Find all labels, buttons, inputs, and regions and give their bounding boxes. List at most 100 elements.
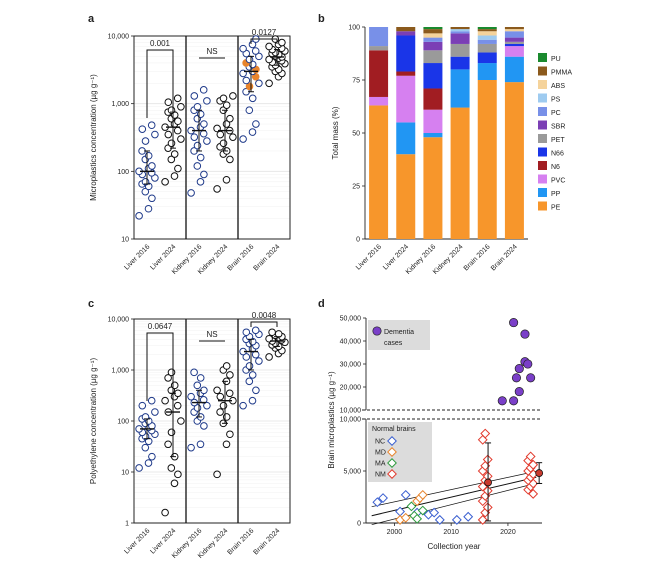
y-tick-label-b-3: 75 (352, 78, 360, 85)
legend-marker-normal-md (387, 447, 397, 457)
data-point-a-2 (200, 170, 208, 179)
data-point-a-3 (229, 92, 237, 100)
y-tick-label-d-upper-2: 30,000 (340, 362, 362, 369)
bar-segment-n66-2 (423, 63, 443, 89)
data-point-dementia (514, 364, 524, 374)
bar-segment-sbr-1 (396, 31, 416, 36)
y-tick-label-c-3: 1,000 (111, 368, 129, 375)
data-point-c-3 (226, 430, 234, 439)
data-point-c-1 (164, 374, 172, 382)
bar-segment-pe-3 (450, 107, 470, 239)
data-point-c-2 (190, 368, 198, 377)
y-tick-label-d-lower-0: 0 (357, 521, 361, 528)
mean-marker-1 (535, 469, 544, 477)
data-point-c-4 (242, 328, 251, 337)
data-point-a-2 (187, 189, 195, 197)
data-point-a-0 (135, 212, 143, 220)
x-tick-label-a-0: Liver 2016 (123, 243, 151, 271)
data-point-normal-md (400, 512, 411, 523)
data-point-c-3 (219, 401, 228, 410)
bar-segment-n66-5 (504, 43, 524, 47)
legend-label-normal-md: MD (375, 450, 386, 457)
data-point-c-1 (167, 368, 176, 377)
x-tick-label-c-0: Liver 2016 (123, 527, 151, 555)
legend-label-normal-nc: NC (375, 439, 385, 446)
bar-segment-abs-2 (423, 33, 443, 38)
data-point-a-3 (229, 133, 237, 141)
panel-letter-c: c (88, 298, 94, 310)
bar-segment-pp-5 (504, 56, 524, 83)
data-point-c-4 (245, 377, 254, 386)
data-point-a-4 (248, 128, 257, 136)
data-point-c-1 (170, 479, 179, 488)
data-point-a-3 (226, 114, 234, 123)
y-tick-label-b-1: 25 (352, 184, 360, 191)
x-tick-label-d-1: 2010 (443, 529, 459, 536)
data-point-a-2 (190, 133, 199, 141)
legend-marker-normal-nm (387, 469, 397, 479)
data-point-c-1 (167, 428, 176, 437)
data-point-a-1 (174, 117, 182, 126)
y-tick-label-b-2: 50 (352, 131, 360, 138)
significance-label-c-0: 0.0647 (148, 322, 173, 331)
data-point-a-0 (148, 194, 156, 203)
legend-swatch-abs (538, 80, 547, 89)
data-point-a-1 (164, 98, 173, 107)
data-point-a-1 (174, 164, 182, 173)
data-point-normal-nc (372, 497, 383, 508)
data-point-a-2 (199, 129, 208, 138)
data-point-c-2 (193, 381, 202, 390)
data-point-a-2 (193, 162, 202, 170)
legend-label-n6: N6 (551, 164, 560, 171)
data-point-c-5 (265, 353, 273, 361)
bar-segment-pmma-1 (396, 27, 416, 32)
legend-swatch-n6 (538, 161, 547, 170)
data-point-dementia (497, 396, 507, 406)
data-point-c-4 (245, 362, 254, 370)
data-point-a-0 (151, 130, 159, 139)
bar-segment-pp-4 (477, 63, 497, 80)
data-point-c-2 (200, 422, 208, 430)
bar-segment-n66-3 (450, 56, 470, 70)
data-point-a-1 (167, 139, 176, 148)
legend-label-dementia-2: cases (384, 340, 403, 347)
bar-segment-pet-2 (423, 50, 443, 64)
data-point-a-3 (222, 101, 231, 109)
bar-segment-abs-5 (504, 29, 524, 32)
data-point-a-0 (141, 137, 150, 145)
data-point-a-5 (265, 55, 273, 64)
y-tick-label-c-2: 100 (117, 419, 129, 426)
bar-segment-pe-5 (504, 82, 524, 240)
data-point-a-3 (219, 139, 228, 148)
y-tick-label-d-upper-0: 10,000 (340, 408, 362, 415)
legend-label-pu: PU (551, 56, 561, 63)
data-point-a-5 (265, 79, 273, 88)
data-point-a-3 (226, 155, 234, 164)
data-point-a-4 (242, 76, 251, 85)
data-point-c-3 (222, 440, 231, 449)
data-point-normal-nc (378, 493, 388, 503)
data-point-c-4 (239, 401, 247, 410)
data-point-c-0 (138, 401, 147, 410)
data-point-a-4 (248, 94, 257, 103)
bar-segment-pp-1 (396, 122, 416, 155)
legend-box-normal (368, 422, 432, 482)
legend-label-pe: PE (551, 205, 561, 212)
data-point-dementia (514, 387, 524, 397)
data-point-a-5 (265, 42, 273, 51)
data-point-a-2 (193, 141, 202, 150)
data-point-a-3 (213, 185, 221, 193)
data-point-a-2 (203, 137, 211, 145)
data-point-normal-nc (395, 506, 406, 517)
data-point-c-4 (252, 386, 260, 395)
bar-segment-pe-0 (369, 105, 389, 239)
data-point-a-4 (239, 135, 247, 143)
x-tick-label-b-1: Liver 2024 (382, 243, 410, 271)
panel-letter-b: b (318, 13, 325, 25)
y-tick-label-a-0: 10 (121, 237, 129, 244)
data-point-a-0 (141, 187, 150, 196)
y-tick-label-d-lower-1: 5,000 (343, 469, 361, 476)
data-point-a-4 (245, 106, 254, 115)
legend-swatch-n66 (538, 147, 547, 157)
data-point-c-3 (216, 408, 224, 416)
